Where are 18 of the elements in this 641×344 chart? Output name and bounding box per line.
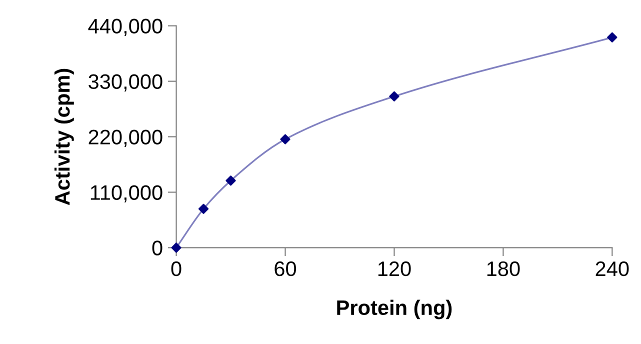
x-tick-label: 0 [171, 261, 182, 276]
point [389, 91, 400, 102]
y-tick-label: 220,000 [88, 130, 162, 147]
point [280, 134, 290, 144]
y-tick-label: 110,000 [90, 185, 162, 202]
point [171, 242, 182, 253]
x-axis-title: Protein (ng) [337, 300, 452, 320]
y-tick-label: 330,000 [88, 74, 162, 92]
y-axis-title: Activity (cpm) [54, 68, 74, 206]
x-tick-label: 120 [378, 261, 411, 276]
point [607, 32, 618, 42]
y-tick-label: 440,000 [88, 18, 162, 36]
x-tick-label: 60 [274, 261, 296, 276]
y-tick-label: 0 [152, 240, 162, 256]
point [226, 176, 236, 186]
x-tick-label: 180 [487, 261, 520, 276]
point [198, 204, 209, 214]
x-tick-label: 240 [596, 261, 629, 276]
